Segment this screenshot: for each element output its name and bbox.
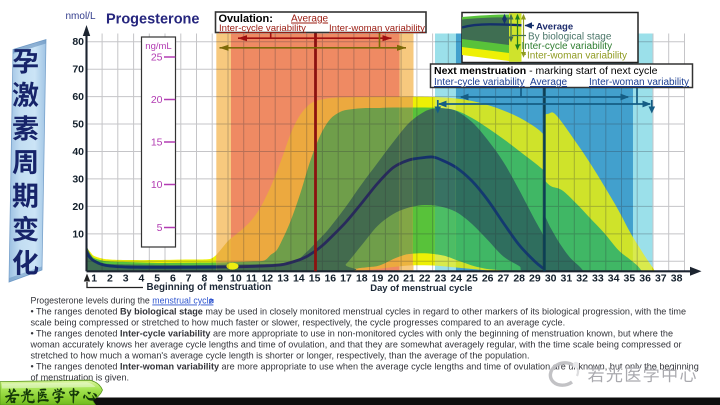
svg-text:woman accurately knows her ave: woman accurately knows her average cycle… xyxy=(30,340,682,350)
svg-text:38: 38 xyxy=(671,273,683,285)
svg-text:11: 11 xyxy=(246,273,257,285)
svg-text:Average: Average xyxy=(291,14,329,25)
svg-text:35: 35 xyxy=(624,273,636,285)
svg-text:• The ranges denoted Inter-wom: • The ranges denoted Inter-woman variabi… xyxy=(31,362,699,372)
svg-text:19: 19 xyxy=(372,273,384,285)
svg-text:Average: Average xyxy=(536,22,573,33)
svg-text:ng/mL: ng/mL xyxy=(145,41,171,52)
svg-text:10: 10 xyxy=(151,179,163,191)
svg-text:Inter-cycle variability: Inter-cycle variability xyxy=(434,77,525,88)
svg-text:3: 3 xyxy=(123,273,129,285)
svg-text:23: 23 xyxy=(435,273,447,285)
svg-text:25: 25 xyxy=(466,273,478,285)
svg-text:34: 34 xyxy=(608,273,620,285)
svg-text:20: 20 xyxy=(387,273,399,285)
svg-text:8: 8 xyxy=(201,273,207,285)
svg-text:Next menstruation - marking st: Next menstruation - marking start of nex… xyxy=(434,65,658,77)
svg-text:7: 7 xyxy=(186,273,192,285)
svg-text:stretched to how much a woman': stretched to how much a woman's average … xyxy=(31,351,530,361)
svg-text:21: 21 xyxy=(403,273,415,285)
svg-text:Inter-woman variability: Inter-woman variability xyxy=(589,77,689,88)
svg-text:Progesterone: Progesterone xyxy=(106,12,199,28)
svg-text:28: 28 xyxy=(513,273,525,285)
svg-text:40: 40 xyxy=(72,146,84,158)
svg-text:17: 17 xyxy=(340,273,352,285)
svg-text:15: 15 xyxy=(151,137,163,149)
svg-text:Inter-cycle variability: Inter-cycle variability xyxy=(522,41,613,52)
svg-text:2: 2 xyxy=(107,273,113,285)
svg-text:1: 1 xyxy=(91,273,97,285)
svg-text:27: 27 xyxy=(498,273,510,285)
svg-text:• The ranges denoted Inter-cyc: • The ranges denoted Inter-cycle variabi… xyxy=(31,329,674,339)
svg-text:Average: Average xyxy=(530,77,568,88)
svg-text:80: 80 xyxy=(72,36,84,48)
svg-text:Inter-woman variability: Inter-woman variability xyxy=(527,51,627,62)
svg-text:36: 36 xyxy=(639,273,651,285)
svg-text:10: 10 xyxy=(72,228,84,240)
svg-text:Day of menstrual cycle: Day of menstrual cycle xyxy=(370,282,472,293)
svg-text:Progesterone levels during the: Progesterone levels during the menstrual… xyxy=(31,296,214,306)
svg-text:37: 37 xyxy=(655,273,667,285)
svg-text:31: 31 xyxy=(561,273,573,285)
svg-text:nmol/L: nmol/L xyxy=(65,11,95,22)
svg-text:Inter-woman variability: Inter-woman variability xyxy=(329,23,425,34)
svg-text:18: 18 xyxy=(356,273,368,285)
svg-text:10: 10 xyxy=(230,273,242,285)
svg-text:5: 5 xyxy=(157,222,163,234)
svg-text:22: 22 xyxy=(419,273,431,285)
svg-text:13: 13 xyxy=(277,273,289,285)
svg-text:14: 14 xyxy=(293,273,305,285)
svg-text:9: 9 xyxy=(217,273,223,285)
svg-text:24: 24 xyxy=(450,273,462,285)
svg-text:32: 32 xyxy=(576,273,588,285)
svg-text:Ovulation:: Ovulation: xyxy=(219,13,273,25)
svg-text:26: 26 xyxy=(482,273,494,285)
svg-text:12: 12 xyxy=(261,273,273,285)
svg-text:30: 30 xyxy=(545,273,557,285)
svg-text:6: 6 xyxy=(170,273,176,285)
svg-text:By biological stage: By biological stage xyxy=(528,32,612,43)
svg-text:Beginning of menstruation: Beginning of menstruation xyxy=(147,282,272,293)
svg-text:5: 5 xyxy=(154,273,160,285)
svg-text:Inter-cycle variability: Inter-cycle variability xyxy=(219,23,306,34)
svg-text:29: 29 xyxy=(529,273,541,285)
svg-text:60: 60 xyxy=(72,91,84,103)
svg-text:of menstruation is given.: of menstruation is given. xyxy=(31,373,130,383)
svg-text:• The ranges denoted By biolog: • The ranges denoted By biological stage… xyxy=(31,307,687,317)
svg-text:20: 20 xyxy=(72,201,84,213)
svg-text:50: 50 xyxy=(72,119,84,131)
svg-text:20: 20 xyxy=(151,94,163,106)
svg-text:30: 30 xyxy=(72,174,84,186)
svg-text:25: 25 xyxy=(151,52,163,64)
svg-text:33: 33 xyxy=(592,273,604,285)
svg-text:4: 4 xyxy=(138,273,144,285)
svg-text:15: 15 xyxy=(309,273,321,285)
svg-text:16: 16 xyxy=(324,273,336,285)
svg-text:scale being compressed or stre: scale being compressed or stretched to h… xyxy=(31,318,566,328)
svg-text:70: 70 xyxy=(72,64,84,76)
